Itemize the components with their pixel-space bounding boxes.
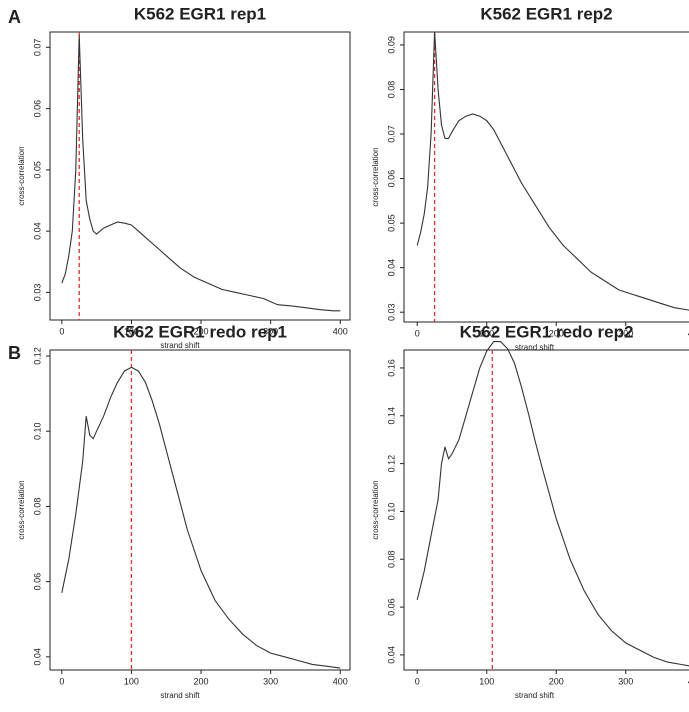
y-tick-label: 0.05 — [32, 161, 42, 179]
y-tick-label: 0.06 — [32, 573, 42, 591]
x-tick-label: 400 — [688, 328, 689, 338]
x-tick-label: 200 — [549, 328, 564, 338]
y-tick-label: 0.03 — [32, 284, 42, 302]
x-tick-label: 0 — [415, 328, 420, 338]
y-tick-label: 0.08 — [386, 551, 396, 569]
y-tick-label: 0.07 — [386, 125, 396, 143]
plot-frame — [403, 31, 689, 323]
chart-title: K562 EGR1 rep2 — [480, 4, 612, 23]
x-tick-label: 200 — [194, 326, 209, 336]
x-tick-label: 400 — [688, 676, 689, 686]
x-tick-label: 0 — [59, 676, 64, 686]
chart-title: K562 EGR1 redo rep1 — [113, 322, 287, 341]
plot-frame — [403, 349, 689, 671]
panel-label: A — [8, 7, 21, 27]
chart-title: K562 EGR1 rep1 — [134, 4, 266, 23]
y-tick-label: 0.04 — [32, 648, 42, 666]
y-tick-label: 0.05 — [386, 214, 396, 232]
x-axis-label: strand shift — [515, 343, 555, 352]
y-tick-label: 0.14 — [386, 407, 396, 425]
y-tick-label: 0.06 — [386, 170, 396, 188]
y-tick-label: 0.16 — [386, 359, 396, 377]
x-tick-label: 400 — [333, 676, 348, 686]
x-tick-label: 0 — [415, 676, 420, 686]
y-tick-label: 0.09 — [386, 36, 396, 54]
y-tick-label: 0.04 — [386, 646, 396, 664]
y-tick-label: 0.10 — [386, 503, 396, 521]
data-line — [416, 31, 689, 311]
x-tick-label: 100 — [479, 676, 494, 686]
x-tick-label: 0 — [59, 326, 64, 336]
x-tick-label: 300 — [618, 676, 633, 686]
y-axis-label: cross-correlation — [371, 147, 380, 206]
y-axis-label: cross-correlation — [17, 146, 26, 205]
y-tick-label: 0.10 — [32, 422, 42, 440]
x-tick-label: 300 — [263, 326, 278, 336]
panel-label: B — [8, 343, 21, 363]
plot-frame — [49, 31, 351, 321]
x-tick-label: 300 — [263, 676, 278, 686]
x-axis-label: strand shift — [160, 691, 200, 700]
y-tick-label: 0.06 — [32, 100, 42, 118]
y-tick-label: 0.07 — [32, 39, 42, 57]
y-tick-label: 0.04 — [32, 222, 42, 240]
y-tick-label: 0.04 — [386, 259, 396, 277]
data-line — [61, 35, 341, 312]
x-tick-label: 300 — [618, 328, 633, 338]
plot-frame — [49, 349, 351, 671]
x-tick-label: 400 — [333, 326, 348, 336]
data-line — [416, 341, 689, 667]
x-tick-label: 100 — [479, 328, 494, 338]
x-tick-label: 100 — [124, 326, 139, 336]
y-tick-label: 0.12 — [32, 347, 42, 365]
x-tick-label: 200 — [549, 676, 564, 686]
y-tick-label: 0.08 — [32, 498, 42, 516]
x-tick-label: 200 — [194, 676, 209, 686]
y-axis-label: cross-correlation — [371, 480, 380, 539]
x-tick-label: 100 — [124, 676, 139, 686]
y-tick-label: 0.03 — [386, 303, 396, 321]
y-tick-label: 0.08 — [386, 81, 396, 99]
chart-title: K562 EGR1 redo rep2 — [460, 322, 634, 341]
x-axis-label: strand shift — [515, 691, 555, 700]
y-tick-label: 0.12 — [386, 455, 396, 473]
data-line — [61, 366, 341, 669]
y-axis-label: cross-correlation — [17, 480, 26, 539]
y-tick-label: 0.06 — [386, 598, 396, 616]
x-axis-label: strand shift — [160, 341, 200, 350]
